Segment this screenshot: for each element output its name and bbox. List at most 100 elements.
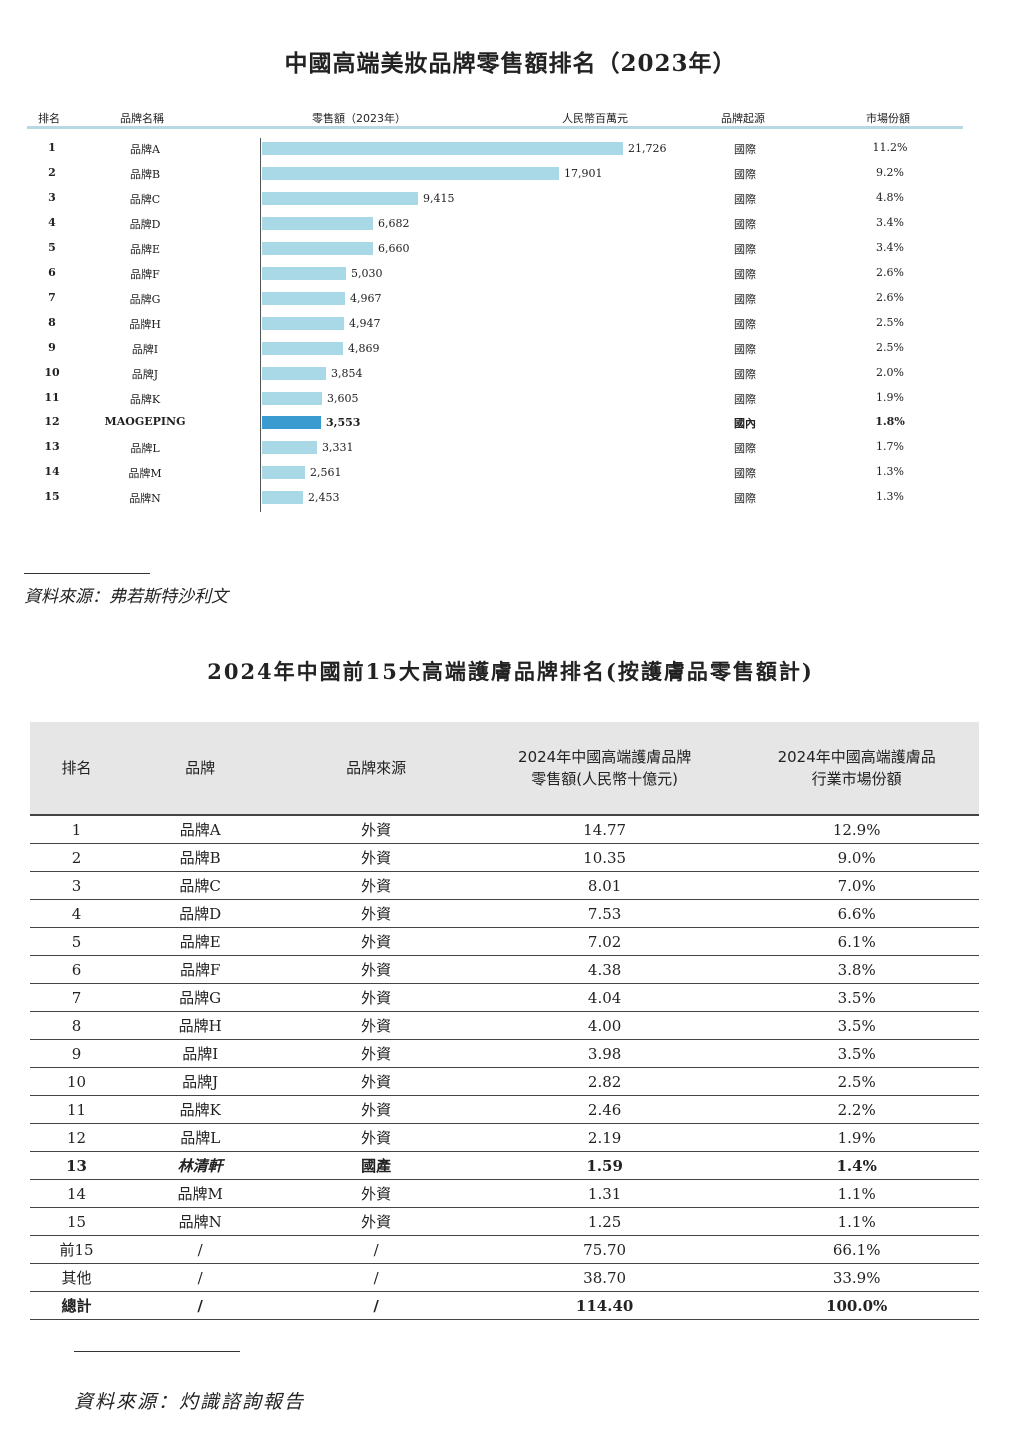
table-cell: 7.02 bbox=[474, 927, 735, 956]
rank-cell: 6 bbox=[48, 265, 56, 279]
chart-row: 2 品牌B 17,901 國際 9.2% bbox=[0, 162, 1021, 187]
bar bbox=[262, 341, 343, 355]
table-cell: 2 bbox=[30, 843, 124, 872]
header-brand: 品牌名稱 bbox=[120, 112, 164, 125]
table-cell: 5 bbox=[30, 927, 124, 956]
table-cell: 外資 bbox=[277, 843, 475, 872]
brand-cell: 品牌K bbox=[129, 392, 161, 406]
origin-cell: 國際 bbox=[734, 467, 756, 481]
table-cell: 4.04 bbox=[474, 983, 735, 1012]
rank-cell: 1 bbox=[48, 141, 56, 154]
brand-cell: 品牌B bbox=[129, 167, 161, 181]
chart-source: 資料來源：弗若斯特沙利文 bbox=[24, 587, 228, 607]
table-cell: 品牌C bbox=[123, 871, 278, 900]
bar bbox=[262, 191, 418, 205]
table-row: 10 品牌J 外資 2.82 2.5% bbox=[30, 1067, 979, 1096]
table-cell: 1.9% bbox=[734, 1123, 979, 1152]
table-cell: 外資 bbox=[277, 1123, 475, 1152]
table-title: 2024年中國前15大高端護膚品牌排名(按護膚品零售額計) bbox=[207, 659, 814, 684]
bar bbox=[262, 366, 326, 380]
table-cell: 114.40 bbox=[474, 1291, 735, 1320]
brand-cell: 品牌G bbox=[129, 292, 161, 306]
share-cell: 3.4% bbox=[876, 240, 904, 254]
bar-value-label: 3,331 bbox=[322, 441, 354, 455]
table-cell: 2.46 bbox=[474, 1095, 735, 1124]
chart-row: 11 品牌K 3,605 國際 1.9% bbox=[0, 387, 1021, 412]
brand-cell: 品牌N bbox=[129, 492, 161, 506]
table-cell: 3.98 bbox=[474, 1039, 735, 1068]
bar-value-label: 2,561 bbox=[310, 466, 342, 480]
table-cell: 2.2% bbox=[734, 1095, 979, 1124]
bar bbox=[262, 266, 346, 280]
bar-value-label: 3,553 bbox=[326, 416, 361, 430]
header-sales: 零售額（2023年） bbox=[312, 112, 406, 125]
bar bbox=[262, 441, 317, 455]
table-row: 6 品牌F 外資 4.38 3.8% bbox=[30, 955, 979, 984]
table-cell: 1 bbox=[30, 815, 124, 844]
rank-cell: 4 bbox=[48, 215, 56, 229]
source-divider bbox=[24, 573, 150, 574]
table-row: 5 品牌E 外資 7.02 6.1% bbox=[30, 927, 979, 956]
table-cell: 外資 bbox=[277, 955, 475, 984]
rank-cell: 13 bbox=[44, 440, 60, 454]
brand-cell: 品牌E bbox=[129, 242, 161, 256]
chart-row: 10 品牌J 3,854 國際 2.0% bbox=[0, 362, 1021, 387]
table-cell: 品牌L bbox=[123, 1123, 278, 1152]
table-cell: 10.35 bbox=[474, 843, 735, 872]
table-cell: 9 bbox=[30, 1039, 124, 1068]
brand-cell: 品牌D bbox=[129, 217, 161, 231]
table-cell: 1.4% bbox=[734, 1151, 979, 1180]
table-cell: 6 bbox=[30, 955, 124, 984]
table-cell: 品牌E bbox=[123, 927, 278, 956]
brand-cell: 品牌F bbox=[130, 267, 160, 281]
chart-row: 14 品牌M 2,561 國際 1.3% bbox=[0, 461, 1021, 486]
share-cell: 2.5% bbox=[876, 340, 904, 354]
table-cell: 品牌G bbox=[123, 983, 278, 1012]
table-cell: 3.8% bbox=[734, 955, 979, 984]
brand-cell: 品牌H bbox=[129, 317, 161, 331]
header-divider bbox=[27, 126, 963, 129]
share-cell: 4.8% bbox=[876, 190, 904, 204]
chart-row: 4 品牌D 6,682 國際 3.4% bbox=[0, 212, 1021, 237]
table-cell: 外資 bbox=[277, 1039, 475, 1068]
share-cell: 9.2% bbox=[876, 165, 904, 179]
table-cell: 9.0% bbox=[734, 843, 979, 872]
chart-row: 1 品牌A 21,726 國際 11.2% bbox=[0, 137, 1021, 162]
brand-cell: MAOGEPING bbox=[104, 415, 186, 429]
table-row: 14 品牌M 外資 1.31 1.1% bbox=[30, 1179, 979, 1208]
rank-cell: 15 bbox=[44, 490, 60, 504]
bar-value-label: 4,947 bbox=[349, 316, 381, 330]
table-cell: 33.9% bbox=[734, 1263, 979, 1292]
table-row: 2 品牌B 外資 10.35 9.0% bbox=[30, 843, 979, 872]
table-cell: 林清軒 bbox=[123, 1151, 278, 1180]
table-cell: 外資 bbox=[277, 815, 475, 844]
origin-cell: 國際 bbox=[734, 143, 756, 156]
origin-cell: 國際 bbox=[734, 317, 756, 331]
table-cell: 品牌N bbox=[123, 1207, 278, 1236]
table-cell: 3.5% bbox=[734, 983, 979, 1012]
origin-cell: 國際 bbox=[734, 367, 756, 381]
chart-row: 15 品牌N 2,453 國際 1.3% bbox=[0, 486, 1021, 511]
brand-cell: 品牌M bbox=[128, 467, 162, 481]
rank-cell: 10 bbox=[44, 365, 60, 379]
table-row: 15 品牌N 外資 1.25 1.1% bbox=[30, 1207, 979, 1236]
table-row: 8 品牌H 外資 4.00 3.5% bbox=[30, 1011, 979, 1040]
rank-cell: 8 bbox=[48, 315, 56, 329]
bar bbox=[262, 416, 321, 430]
chart-row: 7 品牌G 4,967 國際 2.6% bbox=[0, 287, 1021, 312]
chart-row: 8 品牌H 4,947 國際 2.5% bbox=[0, 312, 1021, 337]
chart-axis bbox=[260, 138, 261, 512]
table-cell: / bbox=[277, 1291, 475, 1320]
bar-value-label: 3,854 bbox=[331, 366, 363, 380]
origin-cell: 國際 bbox=[734, 392, 756, 406]
table-cell: 前15 bbox=[30, 1235, 124, 1264]
table-cell: 外資 bbox=[277, 1067, 475, 1096]
table-cell: 其他 bbox=[30, 1263, 124, 1292]
bar bbox=[262, 166, 559, 180]
table-cell: 1.1% bbox=[734, 1179, 979, 1208]
share-cell: 1.7% bbox=[876, 440, 904, 454]
table-cell: 品牌J bbox=[123, 1067, 278, 1096]
brand-cell: 品牌C bbox=[129, 192, 161, 206]
share-cell: 1.9% bbox=[876, 390, 904, 404]
rank-cell: 14 bbox=[44, 465, 60, 479]
